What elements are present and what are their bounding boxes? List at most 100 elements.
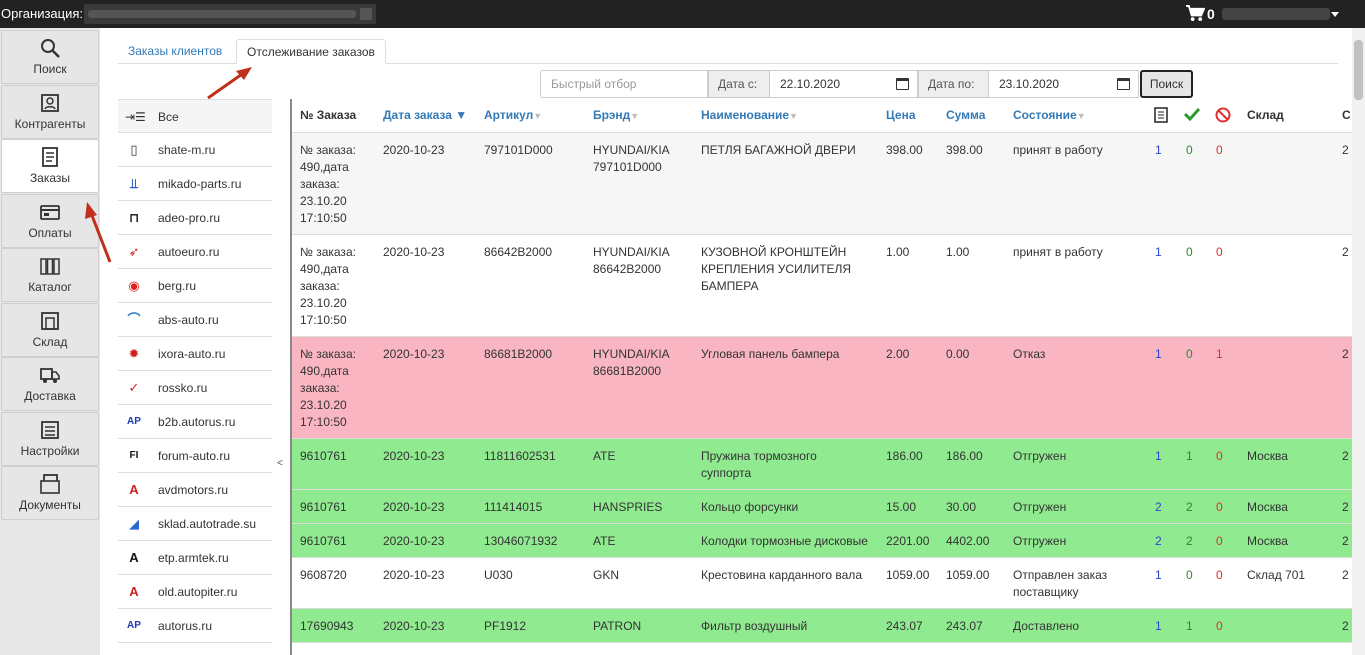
supplier-item[interactable]: ◉ berg.ru: [118, 269, 272, 303]
price-cell: 398.00: [886, 143, 923, 157]
payments-icon: [39, 201, 61, 223]
date-to-value: 23.10.2020: [999, 77, 1060, 91]
tab-order-tracking[interactable]: Отслеживание заказов: [236, 39, 386, 64]
nav-item-contacts[interactable]: Контрагенты: [1, 84, 99, 139]
order-date-cell: 2020-10-23: [383, 568, 445, 582]
nav-item-settings[interactable]: Настройки: [1, 411, 99, 466]
date-from-input[interactable]: 22.10.2020: [769, 70, 918, 98]
search-icon: [39, 37, 61, 59]
nav-item-documents[interactable]: Документы: [1, 466, 99, 520]
tab-customer-orders[interactable]: Заказы клиентов: [128, 44, 223, 58]
col-brand-label: Брэнд: [593, 108, 631, 122]
supplier-item[interactable]: ➶ autoeuro.ru: [118, 235, 272, 269]
filter-icon[interactable]: ▼: [1076, 111, 1086, 121]
table-row[interactable]: 9610761 2020-10-23 111414015 HANSPRIES Кольц…: [292, 490, 1352, 524]
calendar-icon[interactable]: [1117, 78, 1130, 90]
table-row[interactable]: № заказа: 490,дата заказа: 23.10.20 17:1…: [292, 133, 1352, 235]
col-name[interactable]: Наименование▼: [701, 108, 798, 122]
cart-count: 0: [1207, 5, 1215, 22]
sum-cell: 1059.00: [946, 568, 990, 582]
supplier-item[interactable]: ✓ rossko.ru: [118, 371, 272, 405]
ordered-qty-cell: 1: [1155, 619, 1162, 633]
nav-item-warehouse[interactable]: Склад: [1, 302, 99, 357]
price-cell: 1.00: [886, 245, 910, 259]
table-row[interactable]: 9610761 2020-10-23 13046071932 ATE Колодки т…: [292, 524, 1352, 558]
filter-icon[interactable]: ▼: [789, 111, 798, 121]
supplier-name: autorus.ru: [158, 619, 213, 633]
filter-icon[interactable]: ▼: [630, 111, 640, 121]
table-row[interactable]: № заказа: 490,дата заказа: 23.10.20 17:1…: [292, 235, 1352, 337]
col-brand[interactable]: Брэнд▼: [593, 108, 639, 122]
cart-button[interactable]: 0: [1186, 5, 1215, 22]
supplier-item[interactable]: ✹ ixora-auto.ru: [118, 337, 272, 371]
panel-divider[interactable]: [290, 99, 292, 655]
page-scrollbar[interactable]: [1352, 28, 1365, 655]
ordered-qty-cell: 1: [1155, 568, 1162, 582]
table-row[interactable]: № заказа: 490,дата заказа: 23.10.20 17:1…: [292, 337, 1352, 439]
col-order-date[interactable]: Дата заказа ▼: [383, 108, 468, 122]
organization-select-button[interactable]: [360, 8, 372, 20]
ordered-qty-cell: 1: [1155, 347, 1162, 361]
article-cell: 797101D000: [484, 143, 553, 157]
supplier-item[interactable]: AP b2b.autorus.ru: [118, 405, 272, 439]
date-from-value: 22.10.2020: [780, 77, 841, 91]
organization-select[interactable]: [84, 4, 376, 24]
supplier-item[interactable]: ⊓ adeo-pro.ru: [118, 201, 272, 235]
supplier-item[interactable]: ⫫ mikado-parts.ru: [118, 167, 272, 201]
confirmed-qty-cell: 0: [1186, 347, 1193, 361]
table-row[interactable]: 9608720 2020-10-23 U030 GKN Крестовина карда…: [292, 558, 1352, 609]
main-nav: Поиск Контрагенты Заказы Оплаты Каталог Склад…: [0, 28, 100, 655]
supplier-name: ixora-auto.ru: [158, 347, 226, 361]
search-button[interactable]: Поиск: [1140, 70, 1193, 98]
user-name-redacted[interactable]: [1222, 8, 1330, 20]
nav-item-label: Склад: [32, 334, 68, 349]
collapse-panel-icon[interactable]: <: [277, 458, 283, 469]
col-price[interactable]: Цена: [886, 108, 916, 122]
supplier-item-all[interactable]: ⇥☰ Все: [118, 99, 272, 133]
order-number-cell: 9608720: [300, 568, 347, 582]
quick-filter-input[interactable]: Быстрый отбор: [540, 70, 708, 98]
nav-item-delivery[interactable]: Доставка: [1, 357, 99, 411]
brand-cell: ATE: [593, 449, 616, 463]
col-article[interactable]: Артикул▼: [484, 108, 542, 122]
supplier-all-label: Все: [158, 110, 179, 124]
scrollbar-thumb[interactable]: [1354, 40, 1363, 100]
abs-logo-icon: ⌒: [127, 312, 141, 327]
ordered-qty-cell: 2: [1155, 500, 1162, 514]
nav-item-payments[interactable]: Оплаты: [1, 193, 99, 248]
table-row[interactable]: 17690943 2020-10-23 PF1912 PATRON Фильтр воз…: [292, 609, 1352, 643]
supplier-item[interactable]: ⌒ abs-auto.ru: [118, 303, 272, 337]
calendar-icon[interactable]: [896, 78, 909, 90]
supplier-name: berg.ru: [158, 279, 197, 293]
refused-qty-icon: [1215, 107, 1231, 126]
extra-cell: 2: [1342, 449, 1349, 463]
user-menu-caret-icon[interactable]: [1331, 12, 1339, 17]
supplier-item[interactable]: ▯ shate-m.ru: [118, 133, 272, 167]
supplier-item[interactable]: FI forum-auto.ru: [118, 439, 272, 473]
date-to-input[interactable]: 23.10.2020: [988, 70, 1139, 98]
table-row[interactable]: 9610761 2020-10-23 11811602531 ATE Пружина т…: [292, 439, 1352, 490]
nav-item-catalog[interactable]: Каталог: [1, 248, 99, 302]
supplier-item[interactable]: AP autorus.ru: [118, 609, 272, 643]
organization-name-redacted: [88, 10, 356, 18]
delivery-icon: [39, 364, 61, 386]
nav-item-label: Контрагенты: [14, 116, 86, 131]
order-date-cell: 2020-10-23: [383, 619, 445, 633]
col-status[interactable]: Состояние▼: [1013, 108, 1086, 122]
nav-item-orders[interactable]: Заказы: [1, 139, 99, 193]
name-cell: ПЕТЛЯ БАГАЖНОЙ ДВЕРИ: [701, 143, 856, 157]
supplier-item[interactable]: ◢ sklad.autotrade.su: [118, 507, 272, 541]
filter-icon[interactable]: ▼: [533, 111, 543, 121]
col-sum[interactable]: Сумма: [946, 108, 986, 122]
supplier-name: mikado-parts.ru: [158, 177, 242, 191]
ixora-logo-icon: ✹: [128, 346, 140, 361]
supplier-name: abs-auto.ru: [158, 313, 219, 327]
nav-item-search[interactable]: Поиск: [1, 30, 99, 84]
supplier-list: ⇥☰ Все ▯ shate-m.ru ⫫ mikado-parts.ru ⊓ adeo-…: [118, 99, 272, 643]
sum-cell: 186.00: [946, 449, 983, 463]
status-cell: Отправлен заказ поставщику: [1013, 568, 1108, 599]
brand-cell: HYUNDAI/KIA 86642B2000: [593, 245, 670, 276]
